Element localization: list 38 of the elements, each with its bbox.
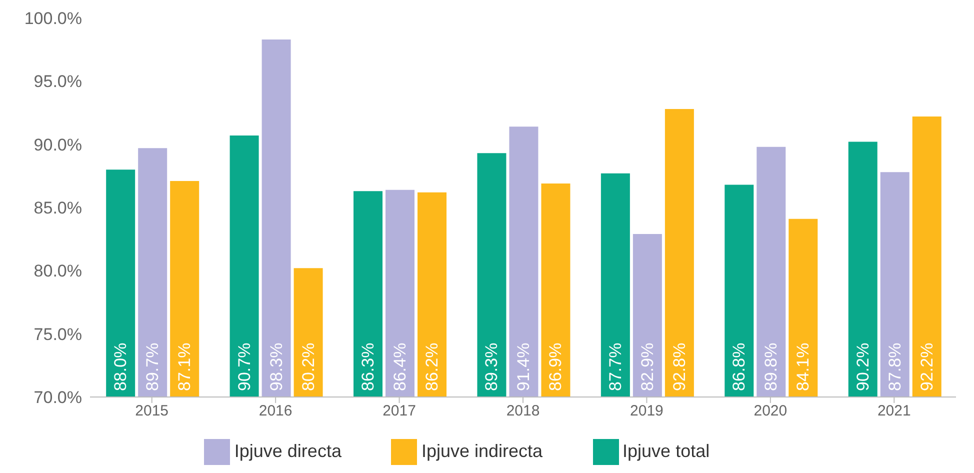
x-tick-label: 2015 [135,402,169,420]
data-label: 92.2% [917,342,936,391]
data-label: 92.8% [670,342,689,391]
data-label: 86.4% [390,342,410,391]
data-label: 87.7% [606,342,625,391]
data-label: 91.4% [514,342,534,391]
x-tick-label: 2017 [382,402,416,420]
data-label: 89.3% [482,342,502,391]
data-label: 82.9% [638,342,657,391]
y-tick-label: 80.0% [34,262,82,281]
x-tick-label: 2018 [506,402,540,420]
data-label: 80.2% [298,342,318,391]
y-tick-label: 95.0% [34,72,82,92]
x-tick-label: 2020 [754,402,788,420]
data-label: 90.2% [853,342,872,391]
data-label: 86.2% [422,342,442,391]
x-tick-label: 2016 [258,402,292,420]
data-label: 89.8% [762,342,781,391]
data-label: 86.8% [730,342,749,391]
y-tick-label: 75.0% [34,324,82,344]
legend-label: Ipjuve total [622,440,710,461]
x-tick-label: 2019 [630,402,664,420]
data-label: 86.9% [546,342,566,391]
data-label: 86.3% [358,342,378,391]
data-label: 88.0% [111,342,130,391]
legend-label: Ipjuve directa [234,440,342,461]
x-tick-label: 2021 [877,402,911,420]
data-label: 98.3% [266,342,286,391]
data-label: 90.7% [234,342,254,391]
data-label: 84.1% [794,342,813,391]
data-label: 87.1% [175,342,194,391]
data-label: 87.8% [885,342,904,391]
y-tick-label: 70.0% [34,388,82,408]
y-tick-label: 100.0% [24,9,82,28]
legend-label: Ipjuve indirecta [421,440,543,461]
data-label: 89.7% [143,342,162,391]
y-tick-label: 85.0% [34,198,82,218]
y-tick-label: 90.0% [34,135,82,154]
